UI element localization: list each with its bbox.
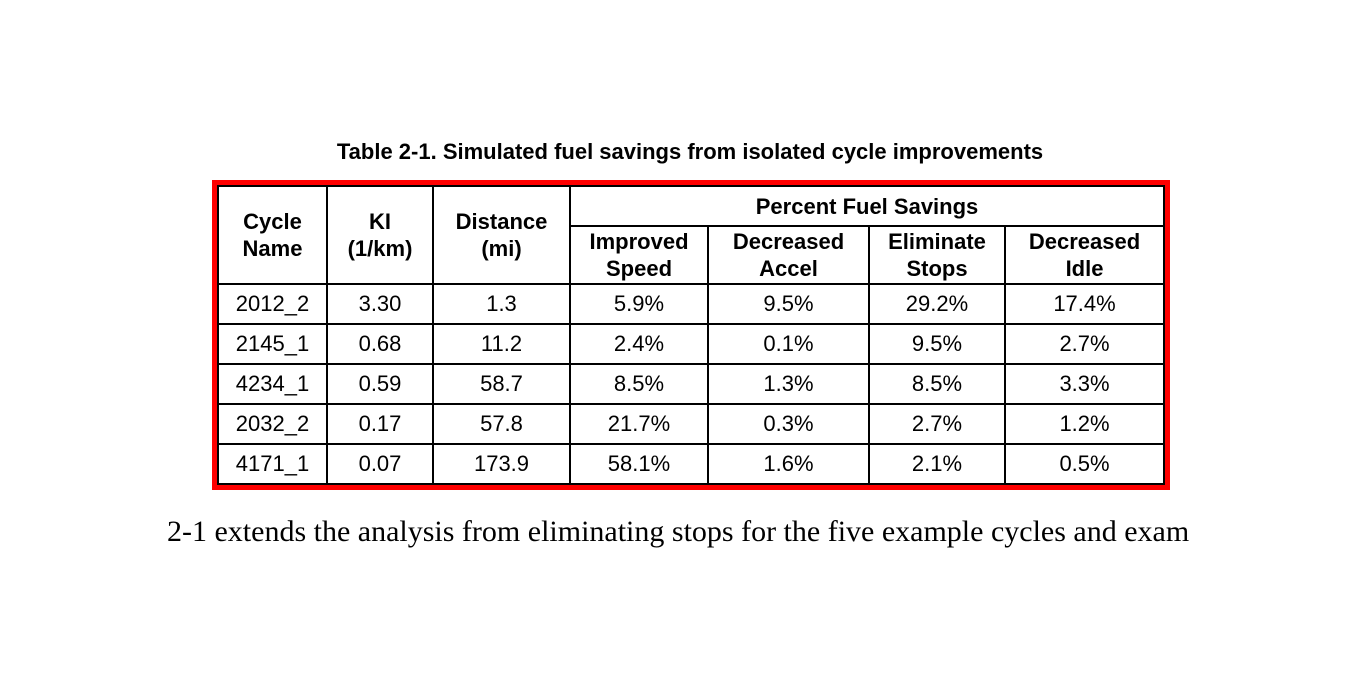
fuel-savings-table-frame: Cycle Name KI (1/km) Distance (mi) Perce… [212, 180, 1171, 490]
header-eliminate-stops: Eliminate Stops [868, 225, 1006, 285]
header-percent-fuel-savings: Percent Fuel Savings [568, 185, 1166, 227]
cell-improved-speed: 21.7% [569, 403, 709, 445]
table-row: 2012_2 3.30 1.3 5.9% 9.5% 29.2% 17.4% [217, 283, 1166, 325]
cell-distance: 11.2 [432, 323, 571, 365]
table-row: 2145_1 0.68 11.2 2.4% 0.1% 9.5% 2.7% [217, 323, 1166, 365]
cell-improved-speed: 5.9% [569, 283, 709, 325]
table-caption: Table 2-1. Simulated fuel savings from i… [336, 139, 1044, 164]
cell-decreased-idle: 1.2% [1003, 403, 1166, 445]
header-distance: Distance (mi) [432, 185, 571, 285]
body-text: 2-1 extends the analysis from eliminatin… [167, 515, 1190, 548]
cell-cycle-name: 2145_1 [217, 323, 328, 365]
header-ki: KI (1/km) [326, 185, 434, 285]
cell-ki: 0.59 [326, 363, 434, 405]
cell-distance: 58.7 [432, 363, 571, 405]
cell-ki: 0.68 [326, 323, 434, 365]
cell-decreased-accel: 1.3% [707, 363, 870, 405]
cell-ki: 3.30 [326, 283, 434, 325]
cell-decreased-idle: 2.7% [1003, 323, 1166, 365]
header-row-sub: Improved Speed Decreased Accel Eliminate… [218, 225, 1166, 285]
cell-distance: 173.9 [432, 443, 571, 485]
cell-ki: 0.17 [326, 403, 434, 445]
cell-decreased-accel: 0.3% [707, 403, 870, 445]
fuel-savings-table: Cycle Name KI (1/km) Distance (mi) Perce… [217, 185, 1166, 485]
cell-cycle-name: 4234_1 [217, 363, 328, 405]
header-cycle-name: Cycle Name [217, 185, 328, 285]
cell-decreased-idle: 0.5% [1003, 443, 1166, 485]
cell-cycle-name: 2032_2 [217, 403, 328, 445]
cell-decreased-accel: 9.5% [707, 283, 870, 325]
cell-cycle-name: 4171_1 [217, 443, 328, 485]
cell-eliminate-stops: 2.7% [868, 403, 1006, 445]
cell-eliminate-stops: 8.5% [868, 363, 1006, 405]
cell-ki: 0.07 [326, 443, 434, 485]
header-row-group: Cycle Name KI (1/km) Distance (mi) Perce… [217, 185, 1166, 285]
table-row: 4171_1 0.07 173.9 58.1% 1.6% 2.1% 0.5% [217, 443, 1166, 485]
cell-eliminate-stops: 9.5% [868, 323, 1006, 365]
cell-improved-speed: 8.5% [569, 363, 709, 405]
cell-decreased-idle: 17.4% [1003, 283, 1166, 325]
cell-eliminate-stops: 29.2% [868, 283, 1006, 325]
table-row: 4234_1 0.59 58.7 8.5% 1.3% 8.5% 3.3% [217, 363, 1166, 405]
cell-improved-speed: 2.4% [569, 323, 709, 365]
cell-improved-speed: 58.1% [569, 443, 709, 485]
table-row: 2032_2 0.17 57.8 21.7% 0.3% 2.7% 1.2% [217, 403, 1166, 445]
cell-decreased-accel: 1.6% [707, 443, 870, 485]
header-decreased-idle: Decreased Idle [1003, 225, 1166, 285]
header-decreased-accel: Decreased Accel [707, 225, 870, 285]
cell-distance: 57.8 [432, 403, 571, 445]
cell-decreased-accel: 0.1% [707, 323, 870, 365]
cell-cycle-name: 2012_2 [217, 283, 328, 325]
header-improved-speed: Improved Speed [569, 225, 709, 285]
cell-decreased-idle: 3.3% [1003, 363, 1166, 405]
cell-eliminate-stops: 2.1% [868, 443, 1006, 485]
cell-distance: 1.3 [432, 283, 571, 325]
